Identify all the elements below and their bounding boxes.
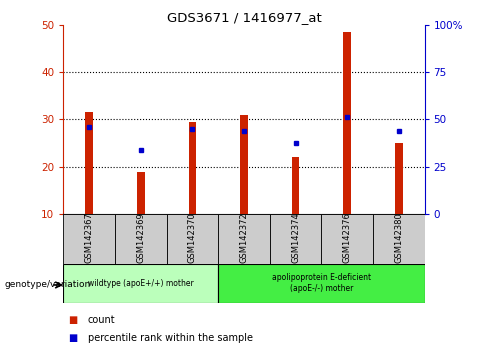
Bar: [292, 157, 300, 214]
Bar: [218, 214, 270, 264]
Bar: [63, 214, 115, 264]
Bar: [344, 32, 351, 214]
Text: wildtype (apoE+/+) mother: wildtype (apoE+/+) mother: [88, 279, 194, 288]
Text: genotype/variation: genotype/variation: [5, 280, 91, 290]
Bar: [240, 115, 248, 214]
Text: ■: ■: [68, 315, 78, 325]
Bar: [270, 214, 322, 264]
Bar: [115, 214, 166, 264]
Text: count: count: [88, 315, 116, 325]
Bar: [218, 264, 425, 303]
Bar: [188, 122, 196, 214]
Bar: [63, 264, 218, 303]
Text: GSM142372: GSM142372: [240, 213, 248, 263]
Bar: [373, 214, 425, 264]
Title: GDS3671 / 1416977_at: GDS3671 / 1416977_at: [166, 11, 322, 24]
Bar: [85, 112, 93, 214]
Text: GSM142369: GSM142369: [136, 213, 145, 263]
Text: percentile rank within the sample: percentile rank within the sample: [88, 333, 253, 343]
Text: GSM142367: GSM142367: [85, 212, 94, 263]
Text: GSM142374: GSM142374: [291, 213, 300, 263]
Bar: [322, 214, 373, 264]
Text: GSM142380: GSM142380: [394, 213, 403, 263]
Text: apolipoprotein E-deficient
(apoE-/-) mother: apolipoprotein E-deficient (apoE-/-) mot…: [272, 274, 371, 293]
Text: GSM142376: GSM142376: [343, 212, 352, 263]
Bar: [166, 214, 218, 264]
Text: ■: ■: [68, 333, 78, 343]
Bar: [395, 143, 403, 214]
Text: GSM142370: GSM142370: [188, 213, 197, 263]
Bar: [137, 172, 145, 214]
